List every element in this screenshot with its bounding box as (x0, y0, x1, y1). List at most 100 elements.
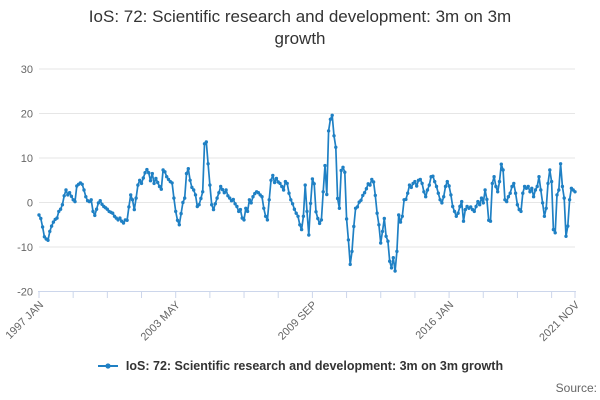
data-point-marker[interactable] (551, 227, 556, 232)
data-point-marker[interactable] (62, 194, 66, 198)
data-point-marker[interactable] (184, 171, 189, 176)
data-point-marker[interactable] (39, 216, 43, 221)
data-point-marker[interactable] (562, 196, 566, 200)
data-point-marker[interactable] (94, 207, 99, 211)
data-point-marker[interactable] (355, 205, 360, 209)
data-point-marker[interactable] (193, 193, 198, 197)
data-point-marker[interactable] (290, 202, 295, 206)
series-line[interactable] (38, 114, 576, 272)
data-point-marker[interactable] (370, 177, 374, 182)
data-point-marker[interactable] (427, 183, 431, 187)
data-point-marker[interactable] (424, 195, 428, 199)
data-point-marker[interactable] (211, 207, 216, 212)
data-point-marker[interactable] (415, 184, 419, 188)
data-point-marker[interactable] (537, 175, 541, 179)
data-point-marker[interactable] (409, 185, 413, 190)
data-point-marker[interactable] (460, 199, 464, 204)
data-point-marker[interactable] (132, 207, 136, 212)
data-point-marker[interactable] (339, 168, 343, 173)
data-point-marker[interactable] (508, 191, 512, 195)
data-point-marker[interactable] (512, 181, 516, 186)
data-point-marker[interactable] (285, 181, 289, 186)
data-point-marker[interactable] (521, 191, 525, 195)
data-point-marker[interactable] (265, 218, 270, 222)
data-point-marker[interactable] (242, 218, 246, 222)
data-point-marker[interactable] (220, 187, 225, 192)
data-point-marker[interactable] (89, 198, 93, 202)
data-point-marker[interactable] (422, 190, 426, 194)
data-point-marker[interactable] (528, 190, 532, 194)
data-point-marker[interactable] (301, 214, 306, 218)
data-point-marker[interactable] (485, 197, 489, 202)
data-point-marker[interactable] (247, 198, 252, 202)
data-point-marker[interactable] (210, 203, 214, 207)
data-point-marker[interactable] (438, 198, 442, 202)
data-point-marker[interactable] (452, 209, 457, 214)
data-point-marker[interactable] (323, 163, 327, 168)
data-point-marker[interactable] (364, 187, 369, 191)
data-point-marker[interactable] (289, 198, 293, 202)
data-point-marker[interactable] (540, 201, 545, 205)
data-point-marker[interactable] (346, 238, 351, 242)
data-point-marker[interactable] (67, 191, 72, 195)
data-point-marker[interactable] (129, 193, 133, 197)
data-point-marker[interactable] (51, 220, 56, 224)
data-point-marker[interactable] (165, 175, 169, 179)
data-point-marker[interactable] (440, 201, 444, 205)
data-point-marker[interactable] (474, 204, 478, 209)
data-point-marker[interactable] (48, 229, 52, 234)
data-point-marker[interactable] (130, 198, 135, 202)
data-point-marker[interactable] (287, 191, 291, 195)
data-point-marker[interactable] (163, 170, 167, 174)
data-point-marker[interactable] (303, 183, 307, 187)
data-point-marker[interactable] (228, 196, 232, 200)
data-point-marker[interactable] (404, 197, 408, 202)
data-point-marker[interactable] (274, 176, 279, 181)
data-point-marker[interactable] (69, 194, 74, 198)
data-point-marker[interactable] (172, 196, 176, 200)
data-point-marker[interactable] (499, 162, 503, 166)
data-point-marker[interactable] (314, 210, 318, 214)
data-point-marker[interactable] (245, 209, 250, 214)
data-point-marker[interactable] (361, 193, 365, 198)
data-point-marker[interactable] (558, 162, 563, 166)
data-point-marker[interactable] (497, 179, 502, 184)
data-point-marker[interactable] (143, 171, 147, 175)
data-point-marker[interactable] (332, 134, 336, 138)
data-point-marker[interactable] (418, 177, 422, 182)
data-point-marker[interactable] (226, 194, 230, 198)
data-point-marker[interactable] (82, 188, 86, 192)
data-point-marker[interactable] (553, 231, 557, 235)
data-point-marker[interactable] (350, 249, 354, 254)
data-point-marker[interactable] (397, 213, 401, 217)
data-point-marker[interactable] (157, 184, 162, 189)
data-point-marker[interactable] (271, 173, 275, 178)
data-point-marker[interactable] (326, 129, 331, 133)
data-point-marker[interactable] (567, 198, 572, 202)
data-point-marker[interactable] (335, 196, 340, 201)
data-point-marker[interactable] (73, 199, 77, 204)
data-point-marker[interactable] (382, 216, 386, 221)
data-point-marker[interactable] (316, 216, 320, 221)
data-point-marker[interactable] (208, 183, 212, 187)
data-point-marker[interactable] (93, 213, 97, 218)
data-point-marker[interactable] (217, 191, 221, 195)
data-point-marker[interactable] (222, 191, 226, 195)
data-point-marker[interactable] (319, 218, 324, 222)
data-point-marker[interactable] (449, 193, 453, 197)
data-point-marker[interactable] (118, 216, 122, 220)
data-point-marker[interactable] (451, 204, 455, 209)
data-point-marker[interactable] (154, 176, 158, 181)
data-point-marker[interactable] (188, 178, 192, 182)
data-point-marker[interactable] (526, 184, 530, 189)
data-point-marker[interactable] (312, 182, 316, 186)
data-point-marker[interactable] (398, 220, 403, 224)
data-point-marker[interactable] (294, 211, 298, 215)
data-point-marker[interactable] (469, 205, 473, 209)
data-point-marker[interactable] (530, 186, 534, 190)
data-point-marker[interactable] (55, 216, 59, 220)
data-point-marker[interactable] (548, 168, 552, 172)
data-point-marker[interactable] (213, 202, 217, 206)
data-point-marker[interactable] (433, 179, 437, 184)
data-point-marker[interactable] (560, 184, 565, 189)
